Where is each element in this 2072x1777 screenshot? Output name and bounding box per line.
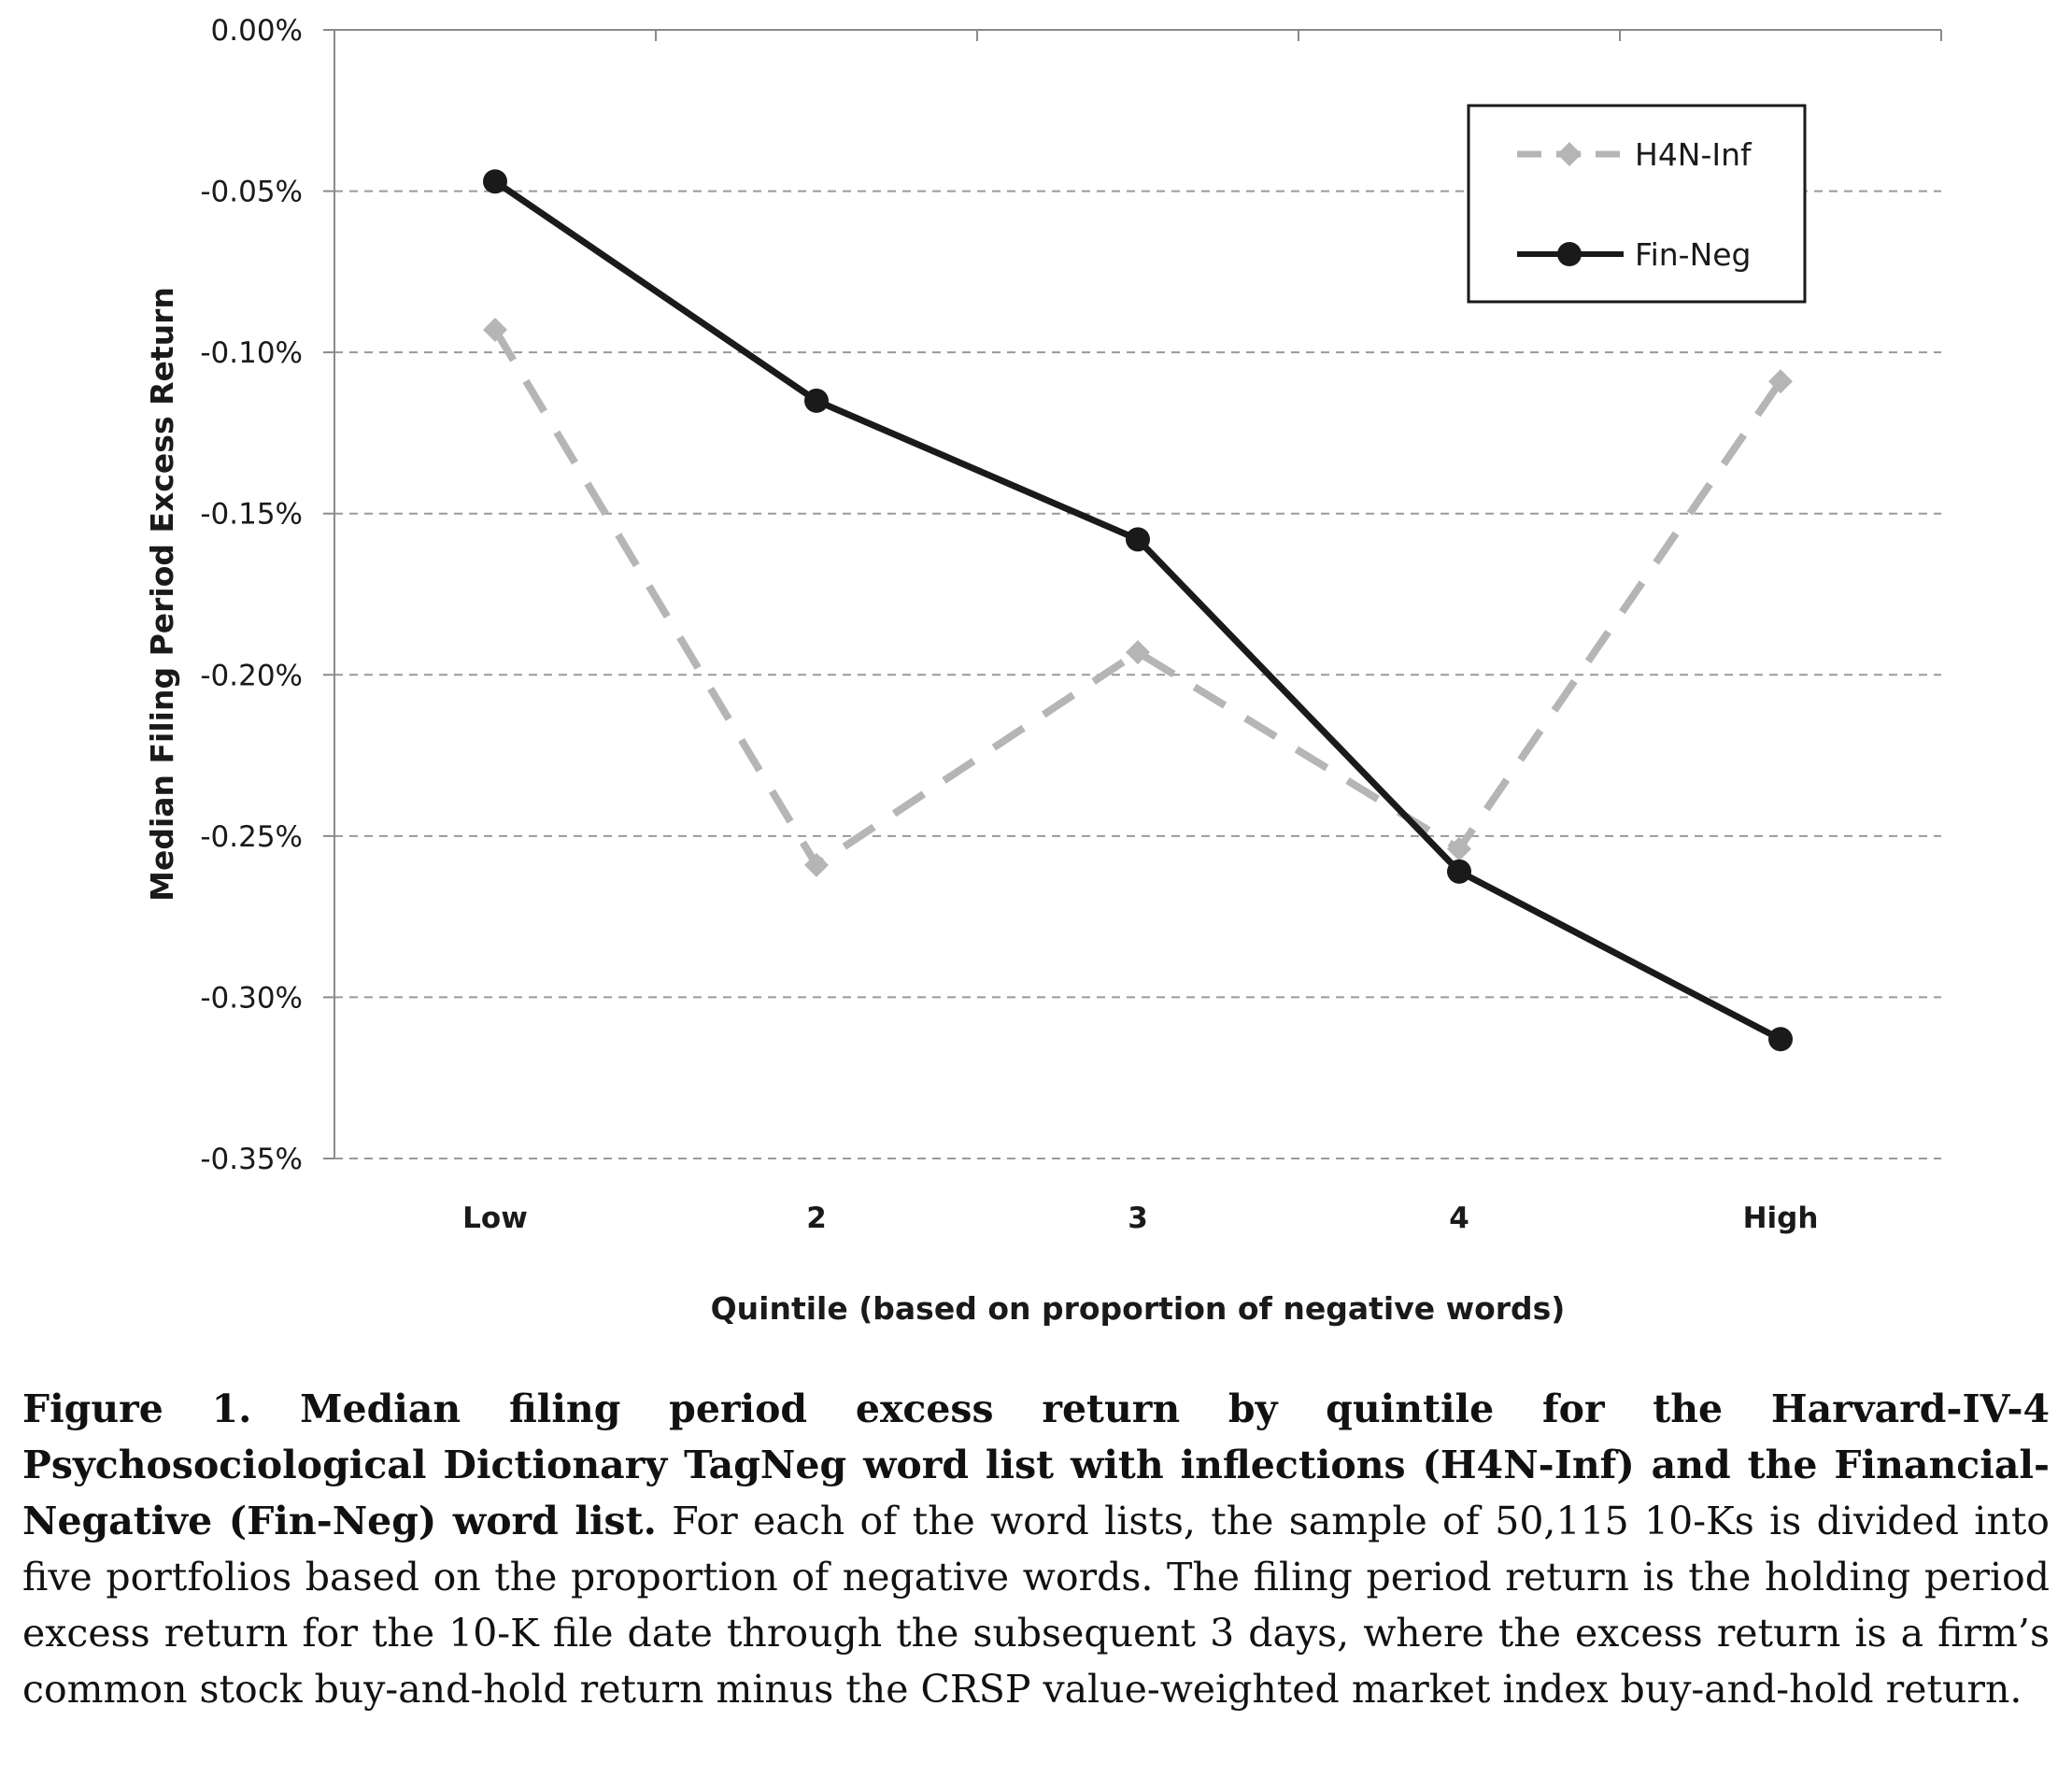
legend-marker-fin-neg: [1557, 242, 1582, 266]
series-fin-neg: [483, 169, 1793, 1052]
caption-lead: Figure 1. Median filing period excess re…: [22, 1386, 2050, 1543]
legend-label-fin-neg: Fin-Neg: [1635, 236, 1752, 273]
data-point-h4n-inf: [804, 852, 829, 877]
series-h4n-inf: [483, 317, 1793, 877]
legend-box: [1467, 104, 1807, 304]
data-point-fin-neg: [1768, 1027, 1793, 1052]
y-tick-label: -0.10%: [200, 336, 303, 370]
y-tick-label: -0.35%: [200, 1143, 303, 1176]
legend-marker-h4n-inf: [1557, 142, 1582, 166]
legend-item-h4n-inf: H4N-Inf: [1517, 136, 1753, 173]
x-tick-labels: Low 2 3 4 High: [462, 1201, 1818, 1235]
data-point-h4n-inf: [1126, 640, 1150, 665]
y-tick-label: -0.30%: [200, 981, 303, 1015]
x-tick-label: 2: [806, 1201, 827, 1235]
y-tick-labels: 0.00% -0.05% -0.10% -0.15% -0.20% -0.25% -0.30…: [200, 14, 303, 1176]
x-tick-label: 3: [1128, 1201, 1148, 1235]
data-point-fin-neg: [1126, 527, 1150, 552]
legend-label-h4n-inf: H4N-Inf: [1635, 136, 1753, 173]
legend: H4N-Inf Fin-Neg: [1467, 104, 1807, 304]
x-tick-label: 4: [1449, 1201, 1469, 1235]
y-tick-label: -0.05%: [200, 176, 303, 209]
y-tick-label: -0.20%: [200, 659, 303, 692]
data-point-fin-neg: [804, 388, 829, 413]
figure-caption: Figure 1. Median filing period excess re…: [22, 1381, 2050, 1717]
series-line-fin-neg: [493, 178, 1782, 1043]
gridlines: [334, 190, 1941, 1159]
x-axis-title: Quintile (based on proportion of negativ…: [711, 1290, 1566, 1327]
legend-items: H4N-Inf Fin-Neg: [1517, 136, 1753, 273]
x-tick-label: High: [1743, 1201, 1819, 1235]
y-tick-label: 0.00%: [211, 14, 303, 48]
series: [483, 169, 1793, 1052]
y-axis-title: Median Filing Period Excess Return: [144, 287, 180, 902]
data-point-h4n-inf: [1768, 369, 1793, 394]
data-point-h4n-inf: [483, 317, 507, 342]
series-line-h4n-inf: [491, 327, 1784, 869]
data-point-h4n-inf: [1447, 836, 1471, 861]
data-point-fin-neg: [1447, 859, 1471, 884]
line-chart: 0.00% -0.05% -0.10% -0.15% -0.20% -0.25% -0.30…: [144, 14, 1942, 1327]
caption-body: For each of the word lists, the sample o…: [22, 1499, 2050, 1712]
legend-item-fin-neg: Fin-Neg: [1517, 236, 1752, 273]
data-point-fin-neg: [483, 169, 507, 194]
y-tick-label: -0.15%: [200, 498, 303, 532]
axes: [323, 29, 1942, 1159]
y-tick-label: -0.25%: [200, 820, 303, 854]
x-tick-label: Low: [462, 1201, 528, 1235]
